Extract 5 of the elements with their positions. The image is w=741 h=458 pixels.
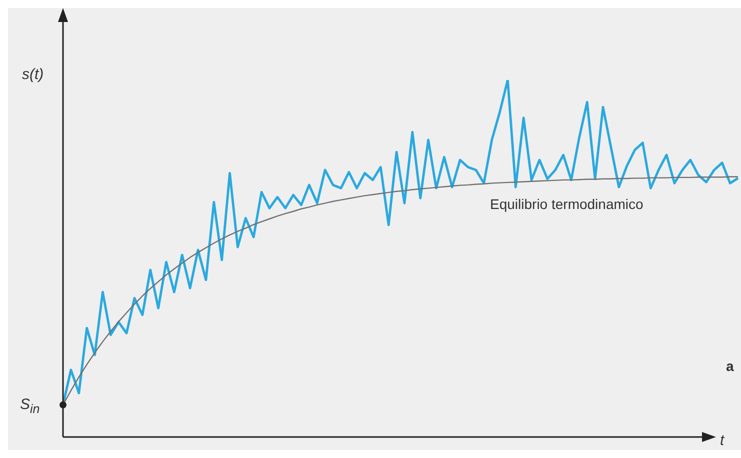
annotation: a: [726, 358, 734, 374]
x-axis-title: t: [720, 432, 724, 449]
annotation: Equilibrio termodinamico: [490, 196, 644, 212]
text: S$_{in}$: [20, 396, 40, 416]
y-axis-title: s(t): [22, 66, 44, 83]
